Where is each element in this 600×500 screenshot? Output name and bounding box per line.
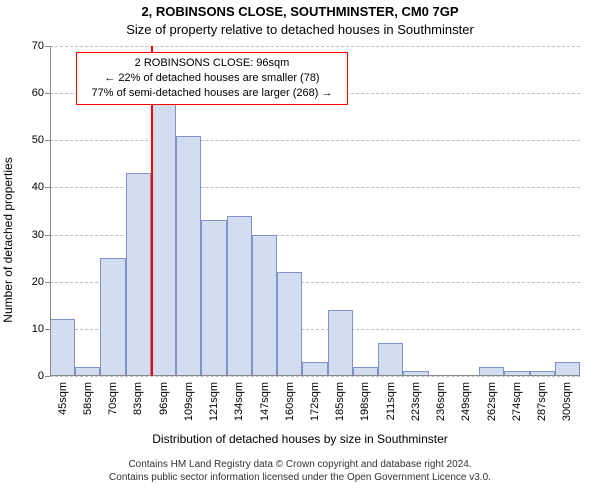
histogram-bar <box>252 235 277 376</box>
x-tick-label: 83sqm <box>132 382 144 415</box>
y-tick-label: 20 <box>32 276 44 288</box>
footer-line1: Contains HM Land Registry data © Crown c… <box>0 458 600 471</box>
x-tick-label: 96sqm <box>158 382 170 415</box>
x-tick-label: 109sqm <box>183 382 195 421</box>
x-tick-label: 58sqm <box>82 382 94 415</box>
x-tick-label: 211sqm <box>385 382 397 420</box>
x-tick-label: 249sqm <box>460 382 472 421</box>
y-tick-label: 10 <box>32 323 44 335</box>
y-tick-mark <box>45 376 50 377</box>
x-tick-label: 121sqm <box>208 382 220 421</box>
x-tick-label: 185sqm <box>334 382 346 421</box>
histogram-bar <box>227 216 252 376</box>
plot-area: 01020304050607045sqm58sqm70sqm83sqm96sqm… <box>50 46 580 376</box>
footer-attribution: Contains HM Land Registry data © Crown c… <box>0 458 600 484</box>
y-tick-label: 30 <box>32 229 44 241</box>
x-tick-label: 147sqm <box>259 382 271 421</box>
y-tick-label: 50 <box>32 134 44 146</box>
y-tick-label: 60 <box>32 87 44 99</box>
x-tick-label: 223sqm <box>410 382 422 421</box>
y-tick-label: 0 <box>38 370 44 382</box>
histogram-bar <box>555 362 580 376</box>
x-tick-label: 274sqm <box>511 382 523 421</box>
chart-title-line1: 2, ROBINSONS CLOSE, SOUTHMINSTER, CM0 7G… <box>0 4 600 19</box>
gridline <box>50 46 580 47</box>
info-line-3: 77% of semi-detached houses are larger (… <box>85 86 339 101</box>
x-tick-label: 300sqm <box>561 382 573 421</box>
x-tick-label: 198sqm <box>359 382 371 421</box>
histogram-bar <box>277 272 302 376</box>
y-tick-label: 70 <box>32 40 44 52</box>
footer-line2: Contains public sector information licen… <box>0 471 600 484</box>
y-axis-line <box>50 46 51 376</box>
info-callout-box: 2 ROBINSONS CLOSE: 96sqm← 22% of detache… <box>76 52 348 105</box>
histogram-bar <box>100 258 125 376</box>
histogram-bar <box>151 103 176 376</box>
histogram-bar <box>302 362 327 376</box>
x-tick-label: 70sqm <box>107 382 119 415</box>
x-tick-label: 172sqm <box>309 382 321 421</box>
x-tick-label: 262sqm <box>486 382 498 421</box>
x-tick-label: 45sqm <box>57 382 69 415</box>
info-line-1: 2 ROBINSONS CLOSE: 96sqm <box>85 56 339 71</box>
chart-title-line2: Size of property relative to detached ho… <box>0 22 600 37</box>
histogram-bar <box>378 343 403 376</box>
info-line-2: ← 22% of detached houses are smaller (78… <box>85 71 339 86</box>
histogram-bar <box>328 310 353 376</box>
x-tick-label: 236sqm <box>435 382 447 421</box>
histogram-bar <box>50 319 75 376</box>
x-tick-label: 134sqm <box>233 382 245 421</box>
chart-canvas: 2, ROBINSONS CLOSE, SOUTHMINSTER, CM0 7G… <box>0 0 600 500</box>
gridline <box>50 140 580 141</box>
y-tick-label: 40 <box>32 181 44 193</box>
y-axis-label: Number of detached properties <box>1 157 15 322</box>
x-axis-label: Distribution of detached houses by size … <box>0 432 600 446</box>
histogram-bar <box>201 220 226 376</box>
x-axis-line <box>50 375 580 376</box>
x-tick-label: 160sqm <box>284 382 296 421</box>
gridline <box>50 376 580 377</box>
x-tick-label: 287sqm <box>536 382 548 421</box>
histogram-bar <box>176 136 201 376</box>
histogram-bar <box>126 173 151 376</box>
